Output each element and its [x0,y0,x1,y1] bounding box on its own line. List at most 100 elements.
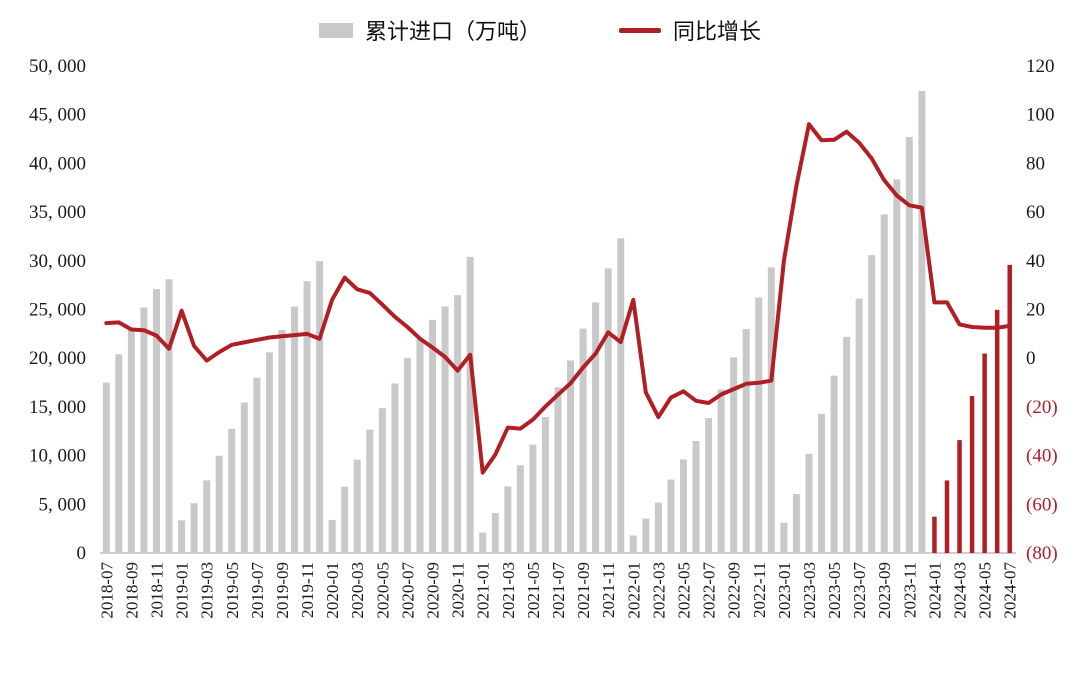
yoy-growth-line [104,122,1012,475]
x-axis-tick: 2023-03 [800,562,819,619]
import-bar-2020-01 [328,519,336,553]
import-bar-2019-01 [178,520,186,553]
import-bar-2023-08 [868,255,876,553]
x-axis-tick: 2023-01 [775,562,794,619]
left-axis-tick: 40, 000 [29,153,86,174]
import-bar-2023-11 [905,137,913,554]
legend-label-imports: 累计进口（万吨） [364,19,541,44]
x-axis-tick: 2019-09 [273,562,292,619]
import-bar-2024-03 [957,440,962,553]
import-bar-2019-07 [253,377,261,553]
left-axis-tick: 20, 000 [29,348,86,369]
import-bar-2019-08 [265,352,273,553]
import-bar-2022-08 [717,389,725,553]
import-bar-2023-05 [830,375,838,553]
x-axis-tick: 2020-11 [449,562,468,618]
left-axis-tick: 35, 000 [29,202,86,223]
import-bar-2022-10 [742,329,750,553]
x-axis-tick: 2021-05 [524,562,543,619]
import-bar-2019-02 [190,503,198,553]
x-axis-tick: 2019-01 [173,562,192,619]
x-axis-tick: 2023-09 [875,562,894,619]
import-bar-2022-05 [679,459,687,553]
bar-series-swatch-icon [318,22,353,38]
line-series-swatch-icon [619,27,661,33]
x-axis-tick: 2022-05 [674,562,693,619]
chart-legend: 累计进口（万吨） 同比增长 [0,14,1080,46]
right-axis-tick: 100 [1026,105,1055,126]
import-bar-2022-07 [705,418,713,553]
import-bar-2019-11 [303,281,311,553]
right-axis-tick: (20) [1026,397,1058,418]
x-axis-tick: 2020-07 [398,562,417,619]
x-axis-tick: 2021-09 [574,562,593,619]
import-bar-2022-04 [667,479,675,553]
x-axis-tick: 2024-05 [976,562,995,619]
import-bar-2024-04 [969,395,975,553]
import-bar-2018-08 [115,354,123,553]
x-axis-tick: 2019-03 [198,562,217,619]
x-axis-tick: 2024-07 [1001,562,1020,619]
import-bar-2021-05 [529,444,537,553]
import-bar-2018-10 [140,307,148,553]
right-axis-tick: 120 [1026,56,1055,77]
import-bar-2023-03 [805,453,813,553]
left-axis-tick: 45, 000 [29,105,86,126]
x-axis-tick: 2020-03 [348,562,367,619]
x-axis-tick: 2018-11 [147,562,166,618]
import-bar-2022-01 [629,535,637,553]
import-bar-2023-12 [918,90,926,554]
x-axis-tick: 2021-07 [549,562,568,619]
x-axis-tick: 2022-01 [624,562,643,619]
import-bar-2018-07 [102,382,110,553]
x-axis-tick: 2018-09 [122,562,141,619]
x-axis-tick: 2021-03 [499,562,518,619]
x-axis-tick: 2019-07 [248,562,267,619]
x-axis-tick: 2023-07 [850,562,869,619]
x-axis-tick: 2018-07 [97,562,116,619]
x-axis-tick: 2019-05 [223,562,242,619]
x-axis-tick: 2020-01 [323,562,342,619]
import-bar-2020-12 [466,256,474,553]
import-bar-2020-06 [391,383,399,553]
import-bar-2021-07 [554,387,562,553]
import-bar-2022-03 [654,502,662,553]
import-bar-2018-11 [152,289,160,553]
right-axis-tick: (60) [1026,494,1058,515]
import-bar-2021-06 [541,417,549,553]
import-bar-2019-10 [290,306,298,553]
left-axis-tick: 25, 000 [29,300,86,321]
x-axis-tick: 2022-03 [649,562,668,619]
import-bar-2023-06 [843,336,851,553]
left-axis-tick: 15, 000 [29,397,86,418]
import-bar-2019-05 [228,428,236,553]
x-axis-tick: 2020-09 [424,562,443,619]
x-axis-tick: 2020-05 [373,562,392,619]
legend-item-yoy: 同比增长 [619,14,761,46]
import-bar-2019-12 [316,261,324,553]
left-axis-tick: 50, 000 [29,56,86,77]
x-axis-tick: 2024-03 [951,562,970,619]
import-bar-2020-03 [353,459,361,553]
right-axis-tick: (40) [1026,446,1058,467]
import-bar-2023-09 [880,214,888,553]
x-axis-tick: 2022-11 [750,562,769,618]
import-bar-2020-04 [366,429,374,553]
import-bar-2023-02 [792,493,800,553]
x-axis-tick: 2023-11 [900,562,919,618]
import-bar-2019-03 [203,480,211,553]
import-bar-2021-03 [504,486,512,553]
right-axis-tick: 20 [1026,300,1045,321]
x-axis-tick: 2022-07 [700,562,719,619]
import-bar-2019-04 [215,455,223,553]
import-bar-2024-07 [1007,264,1012,553]
import-bar-2019-06 [240,402,248,553]
import-bar-2022-11 [755,297,763,553]
x-axis-tick: 2022-09 [725,562,744,619]
right-axis-tick: (80) [1026,543,1058,564]
import-bar-2022-02 [642,518,650,553]
x-axis-tick: 2023-05 [825,562,844,619]
import-bar-2018-09 [127,329,135,553]
import-bar-2022-06 [692,440,700,553]
